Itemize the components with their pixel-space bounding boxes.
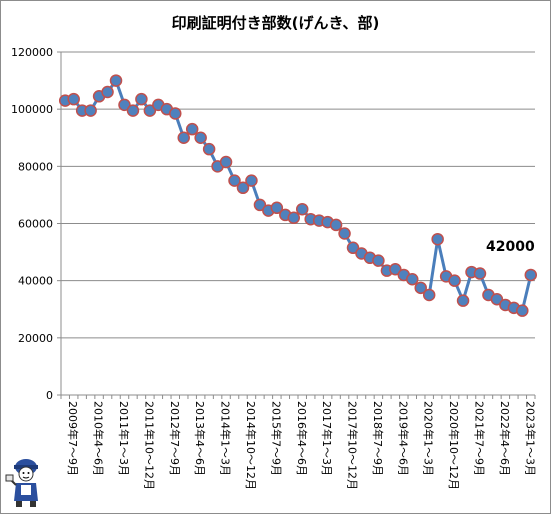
data-point	[194, 131, 207, 144]
x-tick-label: 2018年7～9月	[371, 401, 385, 476]
data-point	[185, 122, 199, 136]
x-tick-label: 2017年1～3月	[320, 401, 334, 476]
data-point	[516, 304, 529, 317]
data-point	[389, 262, 402, 276]
data-point	[490, 292, 504, 306]
data-point	[414, 281, 427, 295]
x-tick-label: 2023年1～3月	[523, 401, 537, 476]
series-markers	[58, 74, 538, 317]
data-point	[143, 104, 157, 117]
x-tick-label: 2011年1～3月	[117, 401, 131, 476]
y-tick-label: 0	[46, 389, 53, 402]
data-point	[126, 104, 140, 117]
data-point	[253, 198, 267, 212]
data-point	[228, 174, 241, 187]
x-axis-ticks: 2009年7～9月 2010年4～6月 2011年1～3月 2011年10～12月 20…	[60, 395, 537, 490]
y-tick-label: 60000	[18, 218, 53, 231]
data-point	[295, 202, 309, 216]
annotations: 42000	[486, 239, 535, 255]
x-tick-label: 2009年7～9月	[66, 401, 80, 476]
x-tick-label: 2010年4～6月	[92, 401, 106, 476]
data-point	[524, 268, 538, 282]
data-point	[202, 142, 216, 156]
x-tick-label: 2022年4～6月	[498, 401, 512, 476]
x-tick-label: 2014年10～12月	[244, 401, 258, 490]
data-point	[329, 218, 343, 232]
data-point	[406, 272, 419, 286]
annotation-label: 42000	[486, 239, 535, 255]
data-point	[372, 254, 385, 267]
x-tick-label: 2011年10～12月	[142, 401, 156, 490]
data-point	[346, 241, 360, 255]
y-tick-label: 40000	[18, 275, 53, 288]
data-point	[338, 227, 351, 240]
data-point	[169, 107, 182, 120]
data-point	[473, 267, 487, 280]
data-point	[422, 288, 436, 302]
chart-title: 印刷証明付き部数(げんき、部)	[171, 14, 380, 32]
data-point	[101, 85, 114, 99]
data-point	[109, 74, 123, 87]
data-point	[456, 294, 470, 307]
data-point	[177, 131, 190, 144]
data-point	[448, 274, 461, 287]
gridlines	[61, 51, 535, 339]
data-point	[236, 181, 250, 195]
mascot-icon	[5, 459, 38, 507]
x-tick-label: 2013年4～6月	[193, 401, 207, 476]
y-tick-label: 80000	[18, 160, 53, 173]
x-tick-label: 2012年7～9月	[168, 401, 182, 476]
x-tick-label: 2020年10～12月	[447, 401, 461, 490]
data-point	[245, 174, 258, 187]
data-point	[219, 155, 233, 169]
data-point	[431, 232, 444, 246]
x-tick-label: 2016年4～6月	[295, 401, 309, 476]
y-axis-ticks: 0 20000 40000 60000 80000 100000 120000	[11, 46, 61, 402]
data-point	[287, 211, 301, 225]
x-tick-label: 2015年7～9月	[269, 401, 283, 476]
x-tick-label: 2017年10～12月	[346, 401, 360, 490]
x-tick-label: 2020年1～3月	[422, 401, 436, 476]
y-tick-label: 120000	[11, 46, 53, 59]
y-tick-label: 20000	[18, 332, 53, 345]
data-point	[270, 201, 284, 215]
x-tick-label: 2014年1～3月	[219, 401, 233, 476]
data-point	[84, 104, 97, 117]
y-tick-label: 100000	[11, 103, 53, 116]
x-tick-label: 2019年4～6月	[396, 401, 410, 476]
data-point	[135, 92, 148, 106]
data-point	[67, 92, 80, 106]
data-point	[118, 98, 131, 112]
x-tick-label: 2021年7～9月	[473, 401, 487, 476]
